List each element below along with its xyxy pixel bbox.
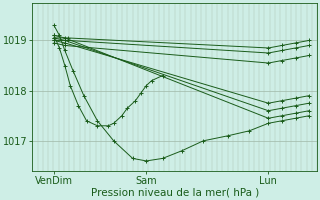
X-axis label: Pression niveau de la mer( hPa ): Pression niveau de la mer( hPa ) [91,187,259,197]
